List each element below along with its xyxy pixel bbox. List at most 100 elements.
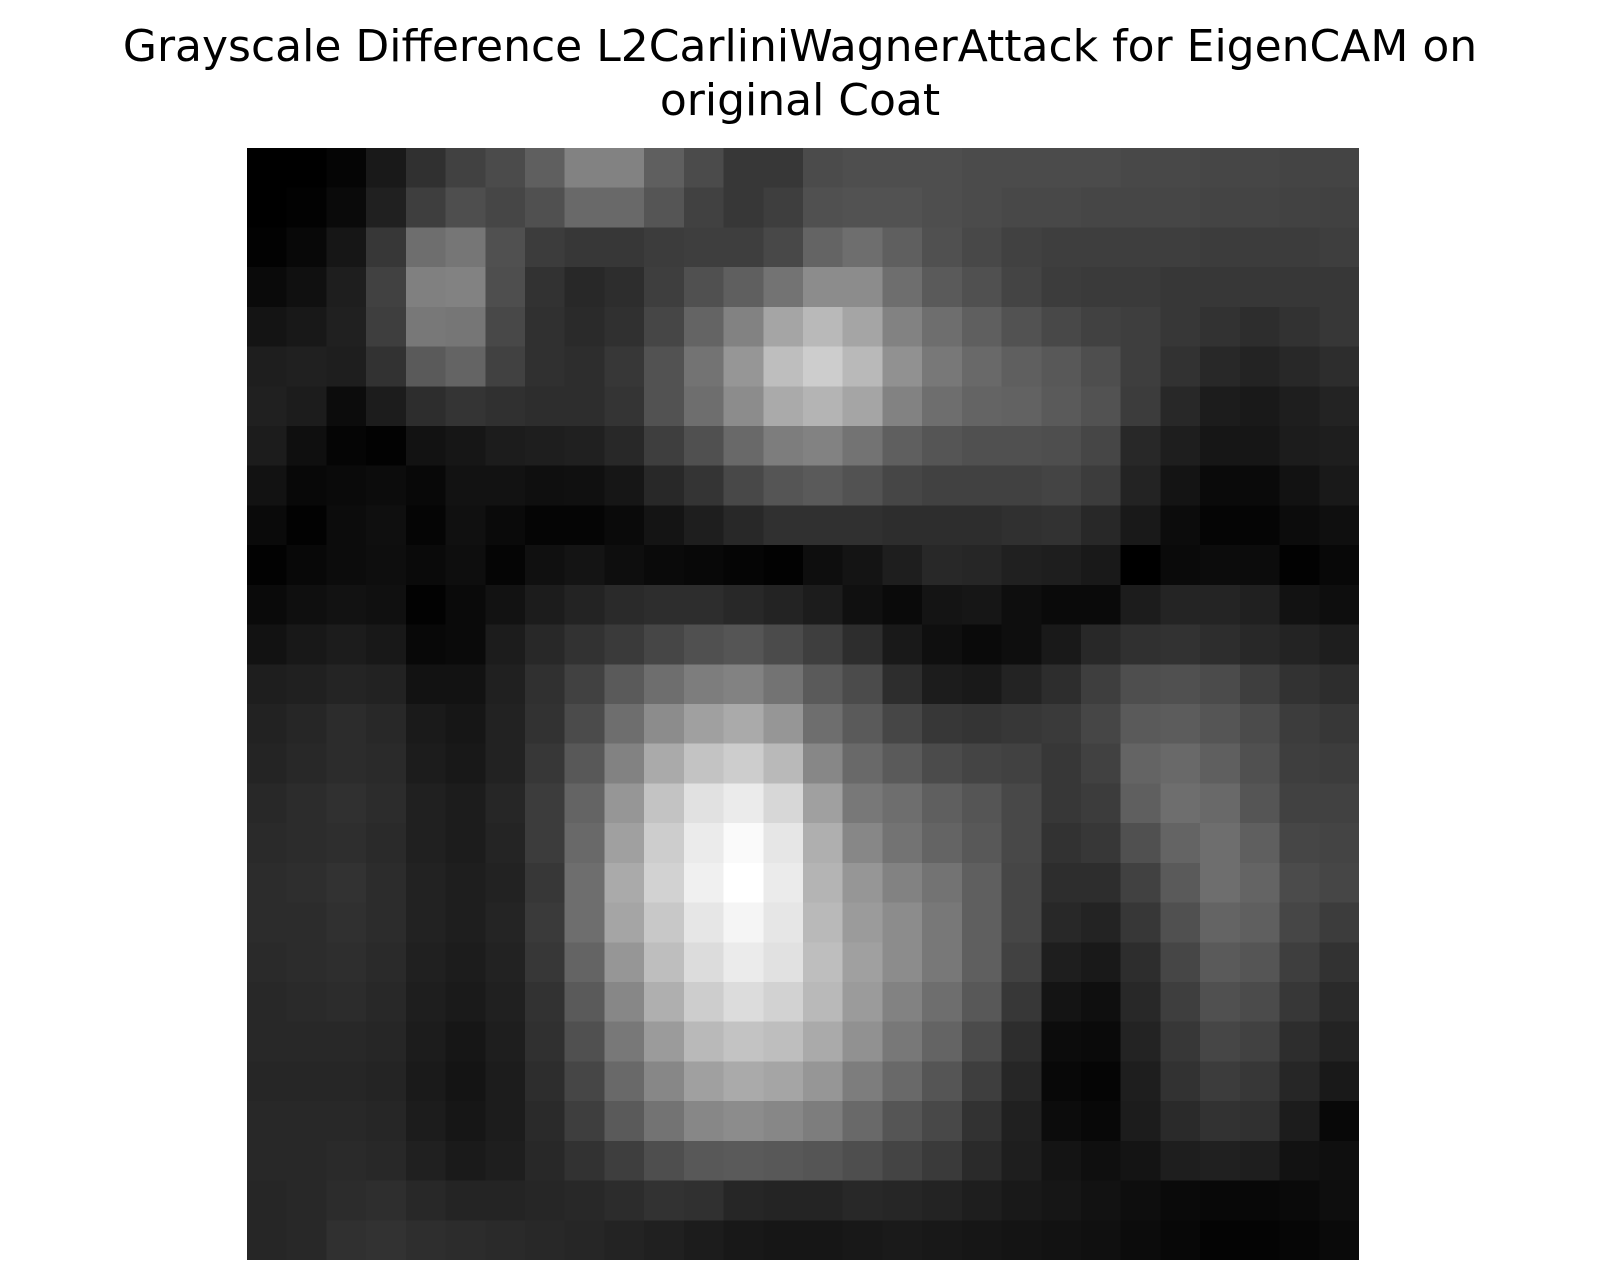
- heatmap-cell: [1081, 545, 1122, 586]
- heatmap-cell: [922, 902, 963, 943]
- heatmap-cell: [803, 227, 844, 268]
- heatmap-cell: [803, 704, 844, 745]
- heatmap-cell: [286, 426, 328, 467]
- heatmap-cell: [247, 783, 288, 824]
- heatmap-cell: [247, 902, 288, 943]
- heatmap-cell: [1041, 743, 1082, 785]
- heatmap-cell: [882, 1021, 923, 1063]
- heatmap-cell: [247, 1220, 288, 1260]
- heatmap-cell: [1200, 545, 1241, 586]
- heatmap-cell: [525, 942, 566, 983]
- heatmap-cell: [644, 584, 685, 626]
- heatmap-cell: [525, 584, 566, 626]
- heatmap-cell: [1041, 624, 1082, 665]
- heatmap-cell: [604, 187, 645, 229]
- heatmap-cell: [1200, 465, 1241, 507]
- heatmap-cell: [445, 267, 486, 308]
- heatmap-cell: [326, 1180, 367, 1221]
- heatmap-cell: [564, 306, 606, 348]
- heatmap-cell: [1160, 664, 1201, 705]
- heatmap-cell: [1319, 823, 1359, 864]
- heatmap-cell: [1041, 187, 1082, 229]
- heatmap-cell: [1120, 1220, 1162, 1260]
- heatmap-cell: [1160, 465, 1201, 507]
- heatmap-cell: [366, 1220, 407, 1260]
- heatmap-cell: [803, 902, 844, 943]
- heatmap-cell: [803, 346, 844, 387]
- heatmap-cell: [485, 1220, 526, 1260]
- heatmap-cell: [366, 1101, 407, 1142]
- heatmap-cell: [644, 426, 685, 467]
- heatmap-cell: [1200, 148, 1241, 189]
- heatmap-cell: [763, 386, 804, 427]
- heatmap-cell: [644, 545, 685, 586]
- heatmap-cell: [961, 1101, 1003, 1142]
- heatmap-cell: [405, 465, 447, 507]
- heatmap-cell: [723, 1140, 764, 1182]
- heatmap-cell: [683, 187, 725, 229]
- heatmap-cell: [723, 465, 764, 507]
- heatmap-cell: [445, 862, 486, 904]
- heatmap-cell: [1279, 545, 1320, 586]
- heatmap-cell: [1001, 267, 1042, 308]
- heatmap-cell: [405, 584, 447, 626]
- heatmap-cell: [842, 982, 884, 1023]
- heatmap-cell: [1319, 187, 1359, 229]
- heatmap-cell: [882, 306, 923, 348]
- heatmap-cell: [882, 862, 923, 904]
- heatmap-cell: [445, 465, 486, 507]
- heatmap-cell: [247, 862, 288, 904]
- heatmap-cell: [564, 465, 606, 507]
- heatmap-cell: [723, 982, 764, 1023]
- heatmap-cell: [922, 743, 963, 785]
- heatmap-cell: [1120, 664, 1162, 705]
- heatmap-cell: [1279, 902, 1320, 943]
- heatmap-cell: [564, 386, 606, 427]
- heatmap-cell: [1001, 704, 1042, 745]
- heatmap-cell: [803, 1180, 844, 1221]
- heatmap-cell: [683, 584, 725, 626]
- heatmap-cell: [882, 664, 923, 705]
- heatmap-cell: [922, 664, 963, 705]
- heatmap-cell: [564, 862, 606, 904]
- heatmap-cell: [1239, 227, 1281, 268]
- heatmap-cell: [445, 227, 486, 268]
- heatmap-cell: [1279, 386, 1320, 427]
- heatmap-cell: [564, 1140, 606, 1182]
- heatmap-cell: [1041, 1061, 1082, 1102]
- heatmap-cell: [1120, 862, 1162, 904]
- heatmap-cell: [922, 584, 963, 626]
- heatmap-cell: [405, 545, 447, 586]
- heatmap-cell: [961, 386, 1003, 427]
- heatmap-cell: [1279, 1180, 1320, 1221]
- heatmap-cell: [644, 1220, 685, 1260]
- heatmap-cell: [1279, 267, 1320, 308]
- heatmap-cell: [1160, 942, 1201, 983]
- heatmap-cell: [1001, 862, 1042, 904]
- heatmap-cell: [1279, 942, 1320, 983]
- heatmap-cell: [1120, 545, 1162, 586]
- heatmap-cell: [644, 823, 685, 864]
- heatmap-cell: [1120, 346, 1162, 387]
- heatmap-cell: [763, 545, 804, 586]
- heatmap-cell: [1239, 624, 1281, 665]
- heatmap-cell: [1041, 823, 1082, 864]
- heatmap-cell: [1200, 624, 1241, 665]
- heatmap-cell: [842, 902, 884, 943]
- heatmap-cell: [723, 584, 764, 626]
- heatmap-cell: [1160, 584, 1201, 626]
- heatmap-cell: [604, 624, 645, 665]
- heatmap-cell: [445, 426, 486, 467]
- heatmap-cell: [803, 584, 844, 626]
- heatmap-cell: [604, 505, 645, 546]
- heatmap-cell: [1160, 1061, 1201, 1102]
- heatmap-cell: [644, 505, 685, 546]
- heatmap-cell: [286, 624, 328, 665]
- heatmap-cell: [485, 823, 526, 864]
- heatmap-cell: [525, 664, 566, 705]
- heatmap-cell: [723, 267, 764, 308]
- heatmap-cell: [326, 465, 367, 507]
- heatmap-cell: [1160, 1220, 1201, 1260]
- heatmap-cell: [1041, 306, 1082, 348]
- heatmap-cell: [1239, 584, 1281, 626]
